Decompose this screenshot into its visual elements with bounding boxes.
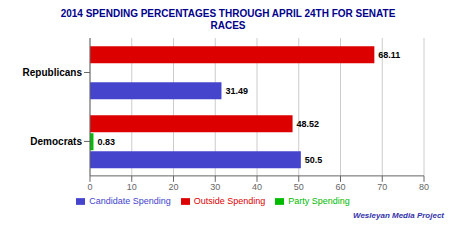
svg-text:31.49: 31.49 xyxy=(225,86,248,96)
html-text:2014 SPENDING PERCENTAGES THRO: 2014 SPENDING PERCENTAGES THROUGH APRIL … xyxy=(60,8,396,19)
svg-text:48.52: 48.52 xyxy=(297,119,320,129)
html-text:Candidate Spending: Candidate Spending xyxy=(89,195,171,206)
html-text:Wesleyan Media Project: Wesleyan Media Project xyxy=(353,211,444,220)
svg-text:40: 40 xyxy=(252,182,262,192)
html-text:RACES: RACES xyxy=(210,20,246,31)
svg-text:68.11: 68.11 xyxy=(378,50,400,60)
html-text:Party Spending: Party Spending xyxy=(288,195,350,206)
html-text:Outside Spending: Outside Spending xyxy=(193,195,266,206)
svg-text:70: 70 xyxy=(377,182,387,192)
svg-text:0.83: 0.83 xyxy=(97,137,115,147)
svg-text:10: 10 xyxy=(127,182,137,192)
svg-text:20: 20 xyxy=(168,182,178,192)
svg-text:50: 50 xyxy=(294,182,304,192)
svg-text:80: 80 xyxy=(419,182,429,192)
svg-text:Republicans: Republicans xyxy=(23,67,83,78)
svg-text:0: 0 xyxy=(87,182,92,192)
svg-text:60: 60 xyxy=(335,182,345,192)
svg-text:50.5: 50.5 xyxy=(305,155,323,165)
svg-text:30: 30 xyxy=(210,182,220,192)
svg-text:Democrats: Democrats xyxy=(30,136,82,147)
